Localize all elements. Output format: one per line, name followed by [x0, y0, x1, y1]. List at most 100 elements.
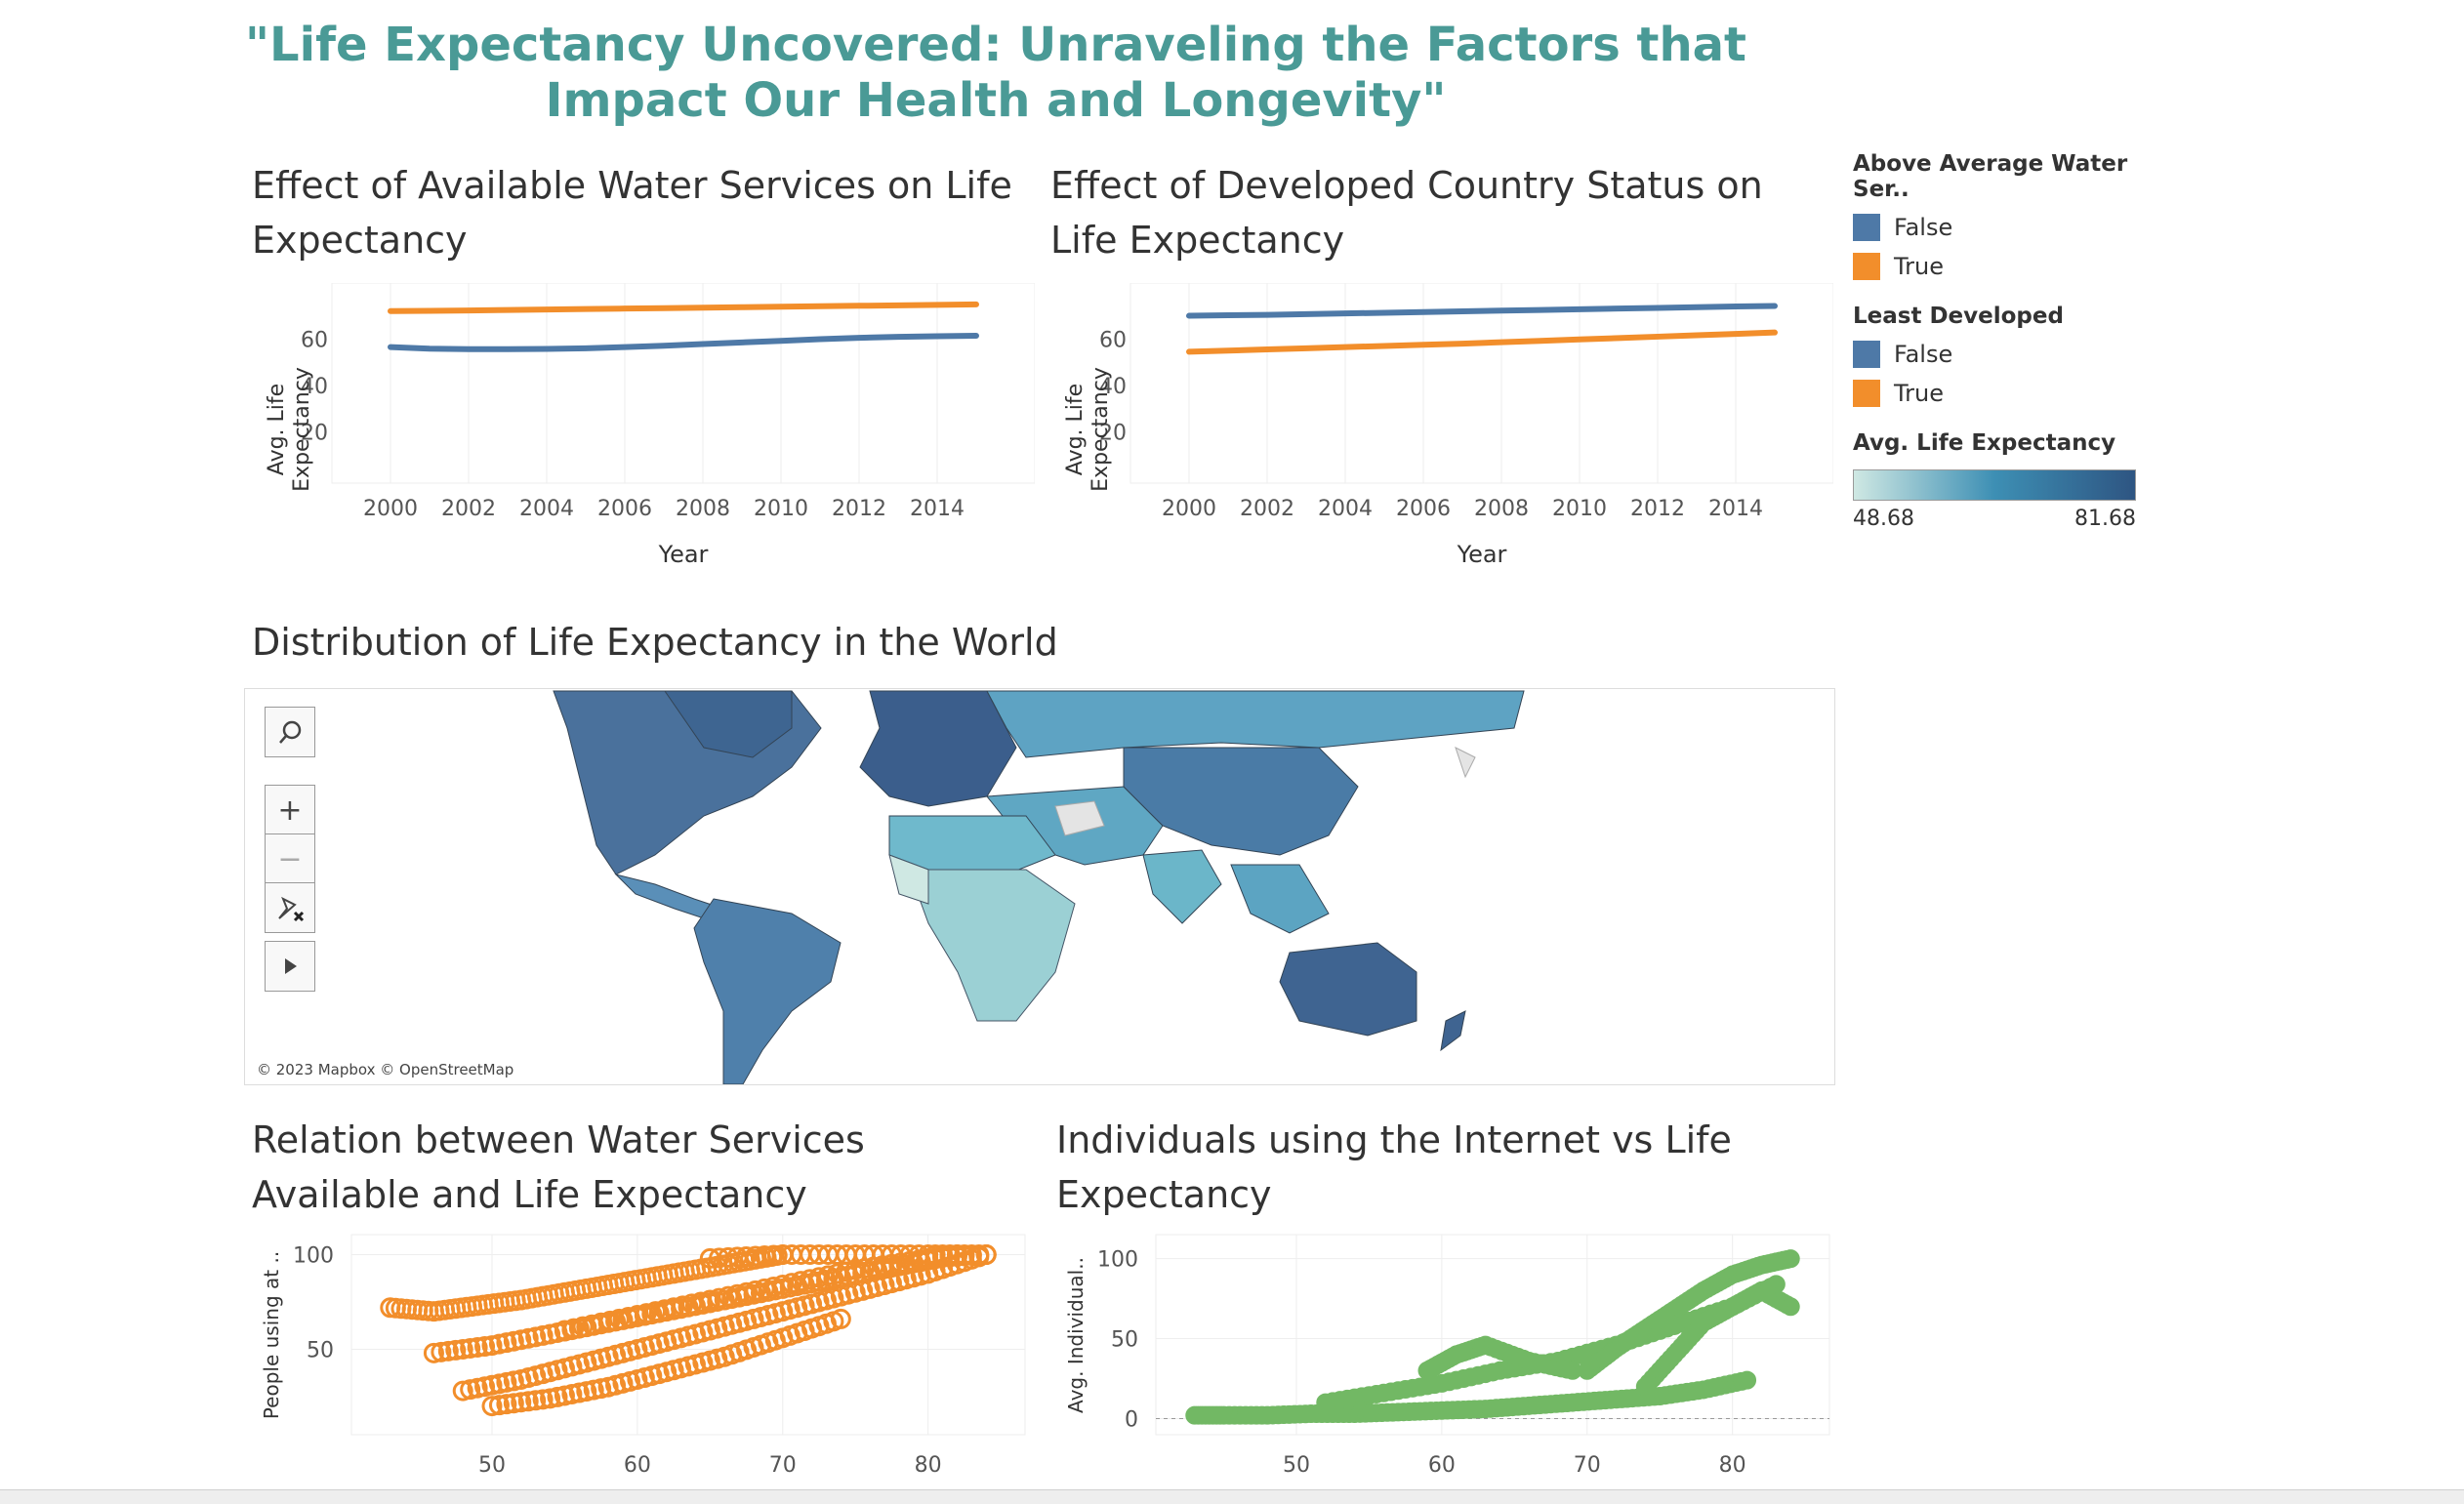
gradient-min-label: 48.68 — [1853, 507, 1914, 531]
x-tick-label: 60 — [1428, 1453, 1456, 1478]
y-tick-label: 50 — [1111, 1328, 1138, 1353]
y-tick-label: 40 — [1099, 375, 1127, 399]
scatter-point — [1781, 1297, 1800, 1317]
scatter-point — [547, 1386, 568, 1407]
plus-icon: + — [277, 793, 303, 828]
region-south-america — [693, 898, 842, 1084]
legend-label: False — [1894, 341, 1953, 368]
map-search-button[interactable] — [265, 707, 315, 757]
x-axis-label: Year — [1457, 541, 1507, 568]
legend-developed-title: Least Developed — [1853, 304, 2064, 329]
legend-developed-false[interactable]: False — [1853, 341, 2146, 368]
scatter-point — [460, 1337, 481, 1359]
scatter-point — [467, 1377, 488, 1399]
plot-frame — [350, 1234, 1026, 1436]
chart-title-water-scatter: Relation between Water Services Availabl… — [252, 1118, 865, 1216]
scatter-point — [954, 1244, 975, 1266]
scatter-point — [576, 1381, 597, 1402]
x-tick-label: 2000 — [1162, 497, 1216, 521]
legend-water-false[interactable]: False — [1853, 214, 2146, 241]
chart-title-internet-scatter: Individuals using the Internet vs Life E… — [1056, 1118, 1732, 1216]
scatter-point — [830, 1308, 851, 1329]
legend-panel: Above Average Water Ser.. False True Lea… — [1853, 151, 2146, 531]
scatter-point — [481, 1374, 503, 1396]
region-africa-west — [888, 854, 929, 905]
scatter-point — [496, 1332, 517, 1354]
y-tick-label: 60 — [1099, 328, 1127, 352]
y-axis-label: People using at .. — [260, 1251, 283, 1419]
scatter-point — [540, 1388, 561, 1409]
developed-line-chart[interactable]: 2000 2002 2004 2006 2008 2010 2012 2014 20 40 60 Av… — [1043, 283, 1833, 586]
region-africa — [908, 869, 1076, 1022]
legend-water-title: Above Average Water Ser.. — [1853, 151, 2128, 202]
region-no-data — [1455, 747, 1476, 779]
scatter-point — [540, 1323, 561, 1345]
x-tick-label: 2006 — [597, 497, 652, 521]
map-zoom-out-button[interactable]: − — [265, 833, 315, 884]
map-attribution: © 2023 Mapbox © OpenStreetMap — [257, 1061, 514, 1078]
x-tick-label: 2004 — [519, 497, 574, 521]
map-zoom-in-button[interactable]: + — [265, 785, 315, 835]
x-tick-label: 2008 — [1474, 497, 1529, 521]
scatter-point — [511, 1392, 532, 1413]
scatter-point — [591, 1378, 612, 1400]
scatter-point — [532, 1389, 554, 1410]
world-map[interactable]: + − © 2023 Mapbox © OpenStreetMap — [244, 688, 1835, 1085]
bottom-scrollbar[interactable] — [0, 1489, 2464, 1504]
y-axis-label: Avg. LifeExpectancy — [265, 367, 314, 492]
y-tick-label: 100 — [293, 1244, 334, 1269]
legend-label: False — [1894, 214, 1953, 241]
scatter-point — [946, 1244, 967, 1266]
play-icon — [285, 958, 297, 974]
y-axis-label: Avg. LifeExpectancy — [1063, 367, 1113, 492]
scatter-point — [481, 1335, 503, 1357]
region-europe — [859, 690, 1017, 807]
scatter-point — [1781, 1249, 1800, 1269]
scatter-point — [431, 1341, 452, 1362]
legend-gradient-title: Avg. Life Expectancy — [1853, 430, 2116, 456]
gradient-max-label: 81.68 — [2074, 507, 2136, 531]
x-tick-label: 70 — [769, 1453, 797, 1478]
x-tick-label: 2010 — [754, 497, 808, 521]
x-tick-label: 2004 — [1318, 497, 1373, 521]
search-icon — [279, 720, 302, 744]
scatter-point — [1738, 1370, 1757, 1390]
water-scatter-chart[interactable]: 50 60 70 80 50 100 People using at .. — [244, 1230, 1035, 1484]
x-tick-label: 2012 — [832, 497, 886, 521]
map-expand-button[interactable] — [265, 941, 315, 992]
scatter-point — [583, 1379, 604, 1401]
scatter-point — [481, 1396, 503, 1417]
series-line-false — [1186, 303, 1778, 319]
scatter-point — [503, 1330, 524, 1352]
scatter-point — [517, 1327, 539, 1349]
scatter-point — [532, 1324, 554, 1346]
dashboard-title: "Life Expectancy Uncovered: Unraveling t… — [245, 18, 1746, 128]
scatter-point — [460, 1379, 481, 1401]
plot-frame — [1129, 283, 1833, 484]
scatter-point — [924, 1244, 946, 1266]
legend-label: True — [1894, 253, 1944, 280]
x-tick-label: 2008 — [676, 497, 730, 521]
legend-developed-true[interactable]: True — [1853, 380, 2146, 407]
scatter-point — [554, 1385, 575, 1406]
x-tick-label: 2014 — [910, 497, 965, 521]
scatter-point — [511, 1329, 532, 1351]
region-australia — [1279, 942, 1417, 1037]
map-pin-button[interactable] — [265, 882, 315, 933]
internet-scatter-chart[interactable]: 50 60 70 80 0 50 100 Avg. Individual.. — [1048, 1230, 1839, 1484]
legend-swatch-orange — [1853, 380, 1880, 407]
legend-swatch-blue — [1853, 214, 1880, 241]
water-line-chart[interactable]: 2000 2002 2004 2006 2008 2010 2012 2014 20 40 60 Av… — [244, 283, 1035, 586]
region-east-asia — [1123, 747, 1359, 856]
region-new-zealand — [1440, 1010, 1466, 1052]
legend-water-true[interactable]: True — [1853, 253, 2146, 280]
y-axis-label: Avg. Individual.. — [1064, 1257, 1088, 1413]
x-tick-label: 80 — [915, 1453, 942, 1478]
scatter-point — [968, 1244, 990, 1266]
y-tick-label: 40 — [301, 375, 328, 399]
scatter-point — [474, 1376, 496, 1398]
legend-label: True — [1894, 380, 1944, 407]
y-tick-label: 60 — [301, 328, 328, 352]
scatter-point — [496, 1394, 517, 1415]
x-tick-label: 2014 — [1708, 497, 1763, 521]
